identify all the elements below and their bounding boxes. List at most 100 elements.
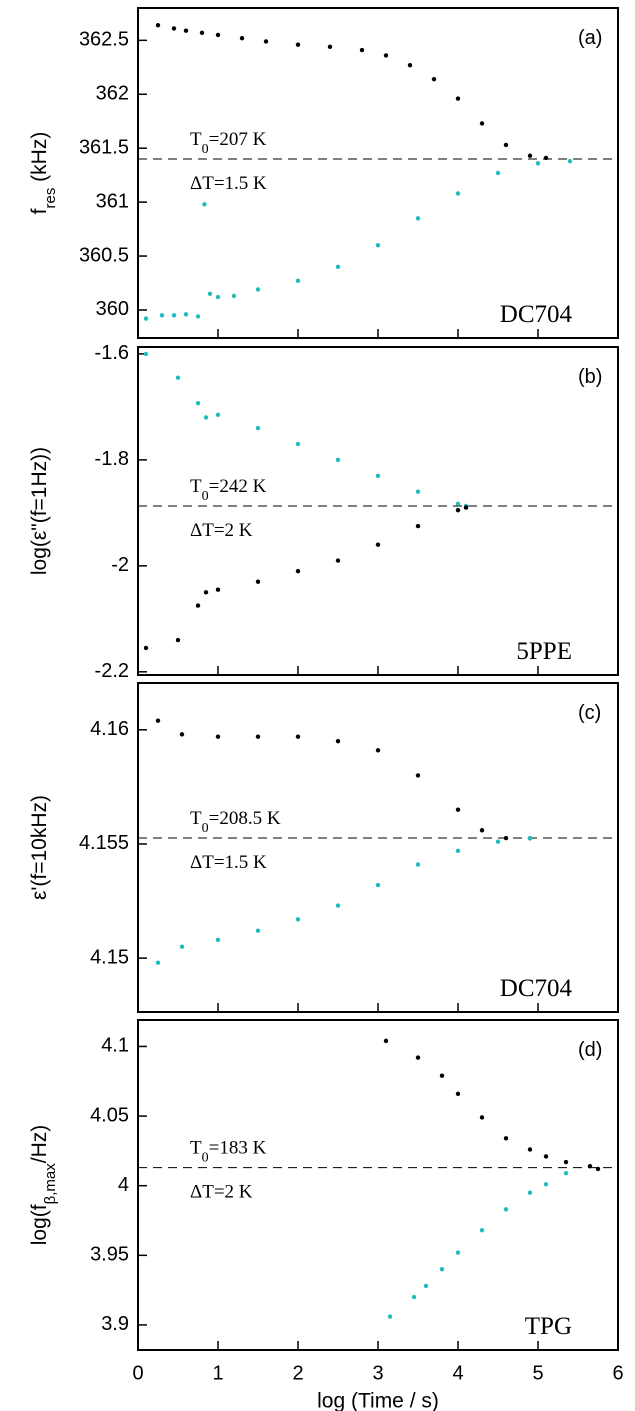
data-point bbox=[295, 734, 301, 739]
data-point bbox=[543, 1182, 549, 1187]
data-point bbox=[431, 76, 437, 82]
data-point bbox=[503, 1207, 509, 1212]
data-point bbox=[203, 415, 209, 420]
text-part: =183 K bbox=[209, 1138, 267, 1159]
data-point bbox=[455, 1250, 461, 1255]
y-axis-label: fres (kHz) bbox=[28, 132, 59, 215]
data-point bbox=[335, 457, 341, 463]
x-tick-label: 6 bbox=[612, 1362, 623, 1384]
data-point bbox=[563, 1159, 569, 1165]
delta-t-annotation: ΔT=2 K bbox=[190, 1182, 253, 1203]
text-part: T bbox=[190, 1138, 202, 1159]
plot-frame bbox=[137, 346, 619, 676]
y-tick-label: 3.95 bbox=[90, 1244, 129, 1266]
data-point bbox=[415, 216, 421, 221]
data-point bbox=[479, 828, 485, 833]
text-part: T bbox=[190, 129, 202, 150]
text-part: /Hz) bbox=[28, 1125, 51, 1164]
x-tick-label: 3 bbox=[372, 1362, 383, 1384]
data-point bbox=[199, 30, 205, 36]
x-tick-label: 4 bbox=[452, 1362, 463, 1384]
data-point bbox=[359, 47, 365, 53]
data-point bbox=[535, 161, 541, 166]
data-point bbox=[495, 839, 501, 844]
data-point bbox=[335, 264, 341, 270]
data-point bbox=[263, 39, 269, 44]
y-tick-label: 361 bbox=[96, 190, 129, 212]
data-point bbox=[203, 590, 209, 595]
y-tick-label: 4.05 bbox=[90, 1104, 129, 1126]
data-point bbox=[375, 243, 381, 248]
data-point bbox=[255, 734, 261, 739]
data-point bbox=[479, 121, 485, 126]
y-tick-label: 3.9 bbox=[101, 1313, 129, 1335]
data-point bbox=[183, 28, 189, 33]
data-point bbox=[295, 568, 301, 574]
data-point bbox=[183, 312, 189, 317]
data-point bbox=[195, 603, 201, 608]
data-point bbox=[415, 862, 421, 867]
text-part: T bbox=[190, 476, 202, 497]
data-point bbox=[327, 44, 333, 50]
data-point bbox=[455, 508, 461, 513]
data-point bbox=[527, 1190, 533, 1195]
data-point bbox=[295, 278, 301, 284]
text-part: =207 K bbox=[209, 129, 267, 150]
data-point bbox=[439, 1267, 445, 1272]
y-tick-label: 4.155 bbox=[79, 832, 129, 854]
data-point bbox=[411, 1294, 417, 1300]
y-tick-label: 361.5 bbox=[79, 136, 129, 158]
panel-label: (b) bbox=[578, 366, 602, 388]
data-point bbox=[175, 375, 181, 380]
data-point bbox=[479, 1228, 485, 1233]
data-point bbox=[335, 903, 341, 908]
sample-label: DC704 bbox=[500, 301, 573, 328]
data-point bbox=[335, 739, 341, 744]
data-point bbox=[195, 400, 201, 406]
data-point bbox=[143, 316, 149, 321]
panel-label: (d) bbox=[578, 1039, 602, 1061]
delta-t-annotation: ΔT=1.5 K bbox=[190, 852, 267, 873]
data-point bbox=[455, 191, 461, 196]
y-axis-label: log(fβ,max/Hz) bbox=[28, 1125, 59, 1246]
data-point bbox=[383, 53, 389, 58]
data-point bbox=[503, 142, 509, 148]
data-point bbox=[563, 1170, 569, 1176]
data-point bbox=[215, 937, 221, 943]
y-tick-label: 4.15 bbox=[90, 946, 129, 968]
data-point bbox=[143, 645, 149, 651]
data-point bbox=[295, 441, 301, 447]
text-part: =242 K bbox=[209, 476, 267, 497]
data-point bbox=[543, 155, 549, 161]
data-point bbox=[415, 773, 421, 778]
y-tick-label: -1.6 bbox=[95, 342, 129, 364]
text-part: res bbox=[42, 188, 59, 209]
data-point bbox=[439, 1073, 445, 1078]
data-point bbox=[503, 1136, 509, 1141]
panel-label: (c) bbox=[578, 702, 601, 724]
data-point bbox=[295, 917, 301, 922]
data-point bbox=[195, 314, 201, 319]
data-point bbox=[255, 579, 261, 584]
data-point bbox=[527, 1147, 533, 1152]
y-tick-label: -2.2 bbox=[95, 660, 129, 682]
data-point bbox=[215, 587, 221, 592]
t0-annotation: T0=242 K bbox=[190, 476, 267, 504]
text-part: 0 bbox=[202, 141, 209, 156]
text-part: T bbox=[190, 808, 202, 829]
y-axis-label: ε'(f=10kHz) bbox=[28, 795, 51, 900]
data-point bbox=[455, 501, 461, 507]
plot-frame bbox=[137, 682, 619, 1013]
data-point bbox=[255, 425, 261, 431]
panel: 360 360.5 361 361.5 362 362.5 fres (kHz) T0=207… bbox=[28, 7, 619, 339]
data-point bbox=[455, 96, 461, 101]
y-tick-label: 362.5 bbox=[79, 29, 129, 51]
delta-t-annotation: ΔT=1.5 K bbox=[190, 173, 267, 194]
y-tick-label: 362 bbox=[96, 83, 129, 105]
sample-label: TPG bbox=[525, 1313, 572, 1340]
y-tick-label: 360.5 bbox=[79, 244, 129, 266]
panel: 3.9 3.95 4 4.05 4.1 0 1 2 3 4 5 6 log (Time / s) log(… bbox=[28, 1019, 624, 1411]
data-point bbox=[495, 170, 501, 176]
